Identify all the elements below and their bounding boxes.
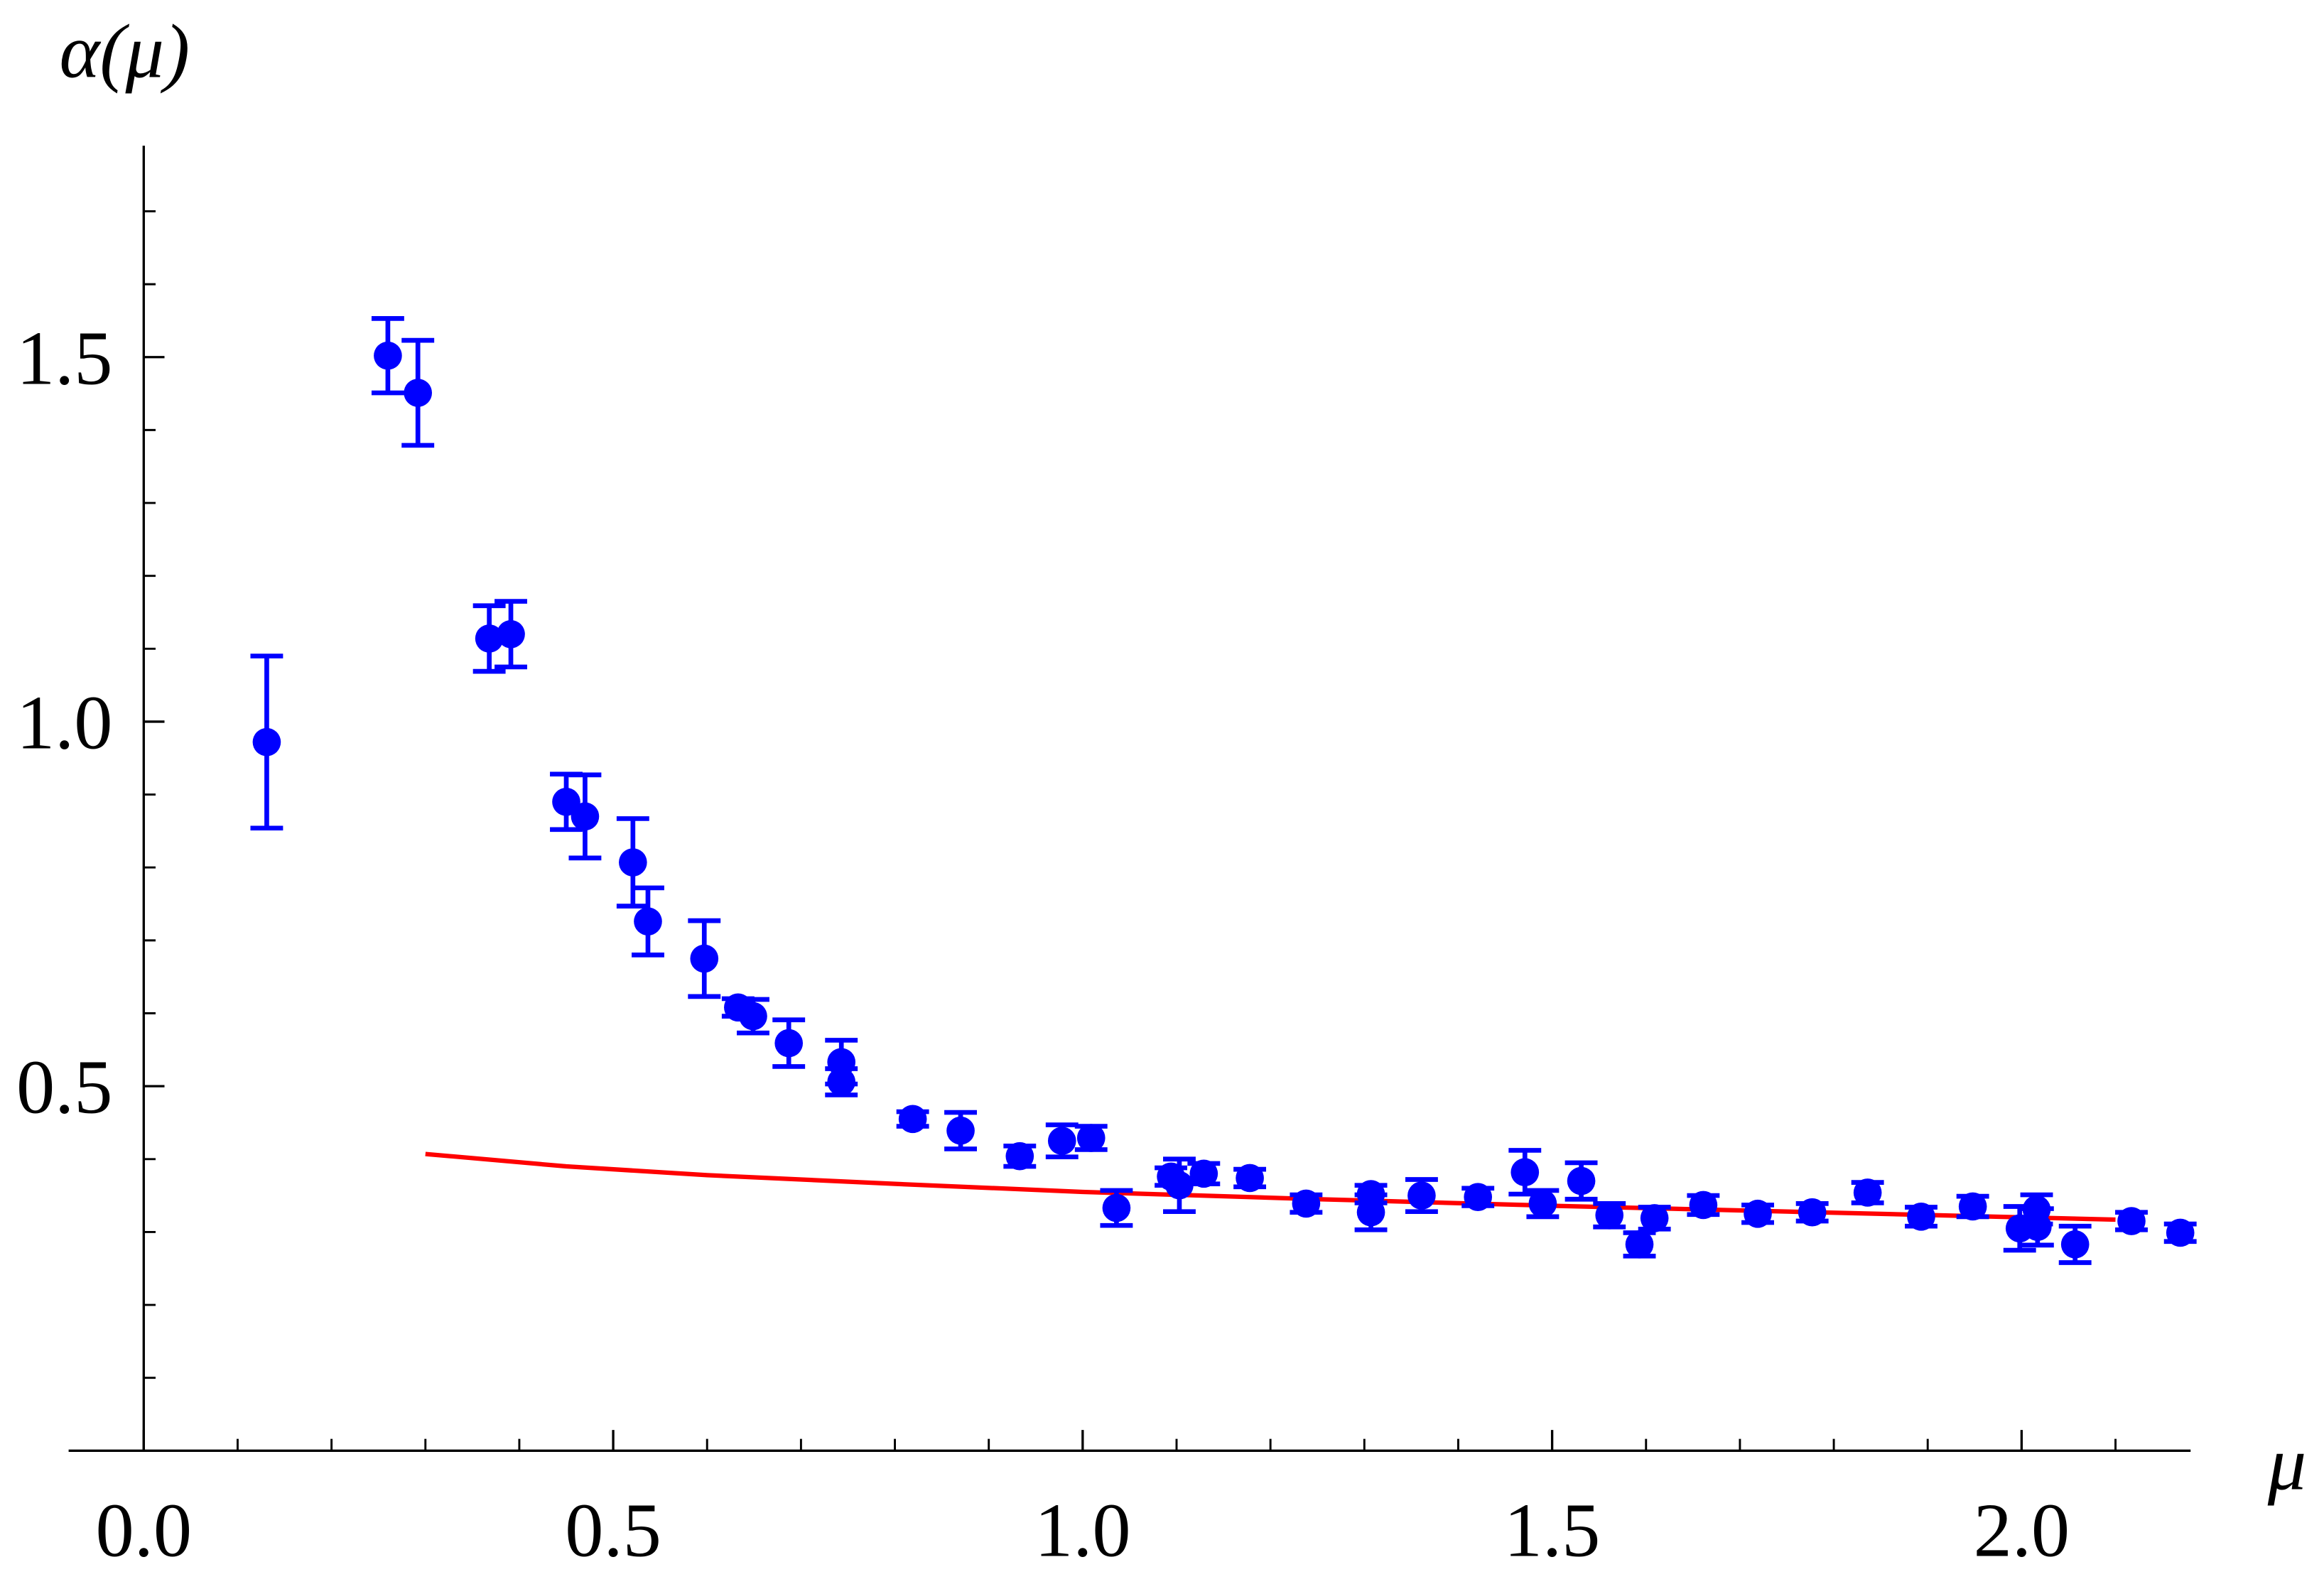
data-point xyxy=(2023,1213,2052,1242)
x-tick-label: 1.0 xyxy=(1034,1487,1131,1573)
data-point xyxy=(1510,1158,1540,1187)
data-point xyxy=(1464,1183,1493,1211)
data-point xyxy=(1165,1171,1194,1200)
x-tick-label: 2.0 xyxy=(1974,1487,2070,1573)
data-point xyxy=(1076,1124,1106,1152)
data-point xyxy=(898,1105,927,1134)
data-point xyxy=(1407,1181,1436,1210)
x-axis-label: μ xyxy=(2267,1421,2306,1507)
data-point xyxy=(619,848,647,877)
data-point xyxy=(827,1068,856,1096)
data-point xyxy=(1853,1178,1882,1207)
data-point xyxy=(1798,1198,1827,1227)
data-point xyxy=(774,1029,804,1058)
data-point xyxy=(374,341,402,370)
data-point xyxy=(634,907,662,935)
data-point xyxy=(1595,1200,1624,1230)
data-point xyxy=(1528,1189,1557,1218)
data-point xyxy=(1047,1127,1076,1155)
data-point xyxy=(497,619,525,649)
data-point xyxy=(2117,1207,2146,1235)
data-point xyxy=(571,802,600,831)
x-tick-label: 0.0 xyxy=(96,1487,193,1573)
data-point xyxy=(1005,1141,1034,1171)
x-tick-label: 1.5 xyxy=(1504,1487,1601,1573)
data-point xyxy=(1567,1166,1596,1195)
y-axis-label: α(μ) xyxy=(59,9,190,94)
y-tick-label: 1.5 xyxy=(16,315,113,401)
y-tick-label: 1.0 xyxy=(16,680,113,765)
data-point xyxy=(1236,1164,1264,1193)
data-point xyxy=(946,1116,975,1145)
y-tick-label: 0.5 xyxy=(16,1045,113,1130)
data-point xyxy=(739,1002,767,1031)
data-point xyxy=(1689,1191,1718,1220)
data-point xyxy=(1102,1193,1131,1222)
data-point xyxy=(1356,1198,1385,1227)
data-point xyxy=(404,379,433,407)
data-point xyxy=(690,944,719,973)
x-tick-label: 0.5 xyxy=(565,1487,661,1573)
data-point xyxy=(1958,1192,1987,1221)
data-point xyxy=(1189,1159,1218,1188)
data-point xyxy=(1292,1189,1321,1218)
data-point xyxy=(252,727,281,756)
data-point xyxy=(1907,1203,1935,1231)
data-point xyxy=(2060,1230,2090,1259)
data-point xyxy=(1640,1204,1669,1232)
data-point xyxy=(475,624,504,653)
data-point xyxy=(2166,1218,2195,1247)
data-point xyxy=(1744,1199,1772,1228)
data-point xyxy=(1625,1230,1654,1259)
